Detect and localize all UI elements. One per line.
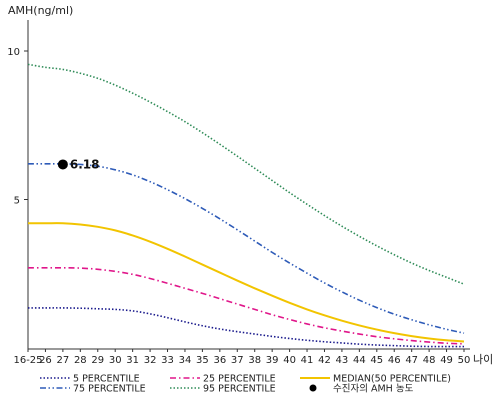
x-tick-label: 27 <box>57 355 70 366</box>
x-tick-label: 28 <box>74 355 87 366</box>
x-tick-label: 49 <box>440 355 453 366</box>
x-tick-label: 33 <box>161 355 174 366</box>
legend-label: 75 PERCENTILE <box>73 384 146 395</box>
x-tick-label: 31 <box>126 355 139 366</box>
x-tick-label: 37 <box>231 355 244 366</box>
x-tick-label: 34 <box>179 355 192 366</box>
x-tick-label: 44 <box>353 355 366 366</box>
x-tick-label: 26 <box>39 355 52 366</box>
patient-amh-point <box>57 159 68 170</box>
legend-label: 95 PERCENTILE <box>203 384 276 395</box>
x-tick-label: 43 <box>336 355 349 366</box>
legend-label: 25 PERCENTILE <box>203 374 276 385</box>
x-tick-label: 29 <box>91 355 104 366</box>
series-lines <box>27 63 465 348</box>
axes <box>27 20 470 350</box>
x-tick-label: 41 <box>301 355 314 366</box>
y-tick-label: 5 <box>14 196 20 207</box>
x-tick-label: 16-25 <box>13 355 42 366</box>
x-tick-label: 50 <box>458 355 471 366</box>
x-tick-label: 38 <box>248 355 261 366</box>
legend-label: 5 PERCENTILE <box>73 374 140 385</box>
x-tick-label: 48 <box>423 355 436 366</box>
patient-amh-label: 6.18 <box>70 157 100 171</box>
x-tick-label: 40 <box>283 355 296 366</box>
y-tick-labels: 5 10 <box>7 47 28 207</box>
x-tick-label: 30 <box>109 355 122 366</box>
x-axis-label: 나이 <box>473 353 493 366</box>
x-tick-label: 47 <box>405 355 418 366</box>
legend-marker-label: 수진자의 AMH 농도 <box>333 384 414 395</box>
x-tick-label: 39 <box>266 355 279 366</box>
series-line-25-percentile <box>28 266 465 345</box>
x-tick-label: 46 <box>388 355 401 366</box>
series-line-75-percentile <box>28 163 465 334</box>
legend-marker-swatch <box>309 384 317 392</box>
series-line-median-50-percentile <box>28 222 465 343</box>
x-tick-label: 42 <box>318 355 331 366</box>
y-tick-label: 10 <box>7 47 20 58</box>
y-axis-label: AMH(ng/ml) <box>8 4 73 17</box>
x-tick-label: 32 <box>144 355 157 366</box>
patient-marker: 6.18 <box>57 157 100 171</box>
legend: 5 PERCENTILE 25 PERCENTILE MEDIAN(50 PERCE… <box>40 374 451 395</box>
x-tick-label: 35 <box>196 355 209 366</box>
x-tick-label: 45 <box>370 355 383 366</box>
legend-label: MEDIAN(50 PERCENTILE) <box>333 374 451 385</box>
x-tick-label: 36 <box>213 355 226 366</box>
series-line-95-percentile <box>27 63 465 285</box>
series-line-5-percentile <box>28 307 464 348</box>
